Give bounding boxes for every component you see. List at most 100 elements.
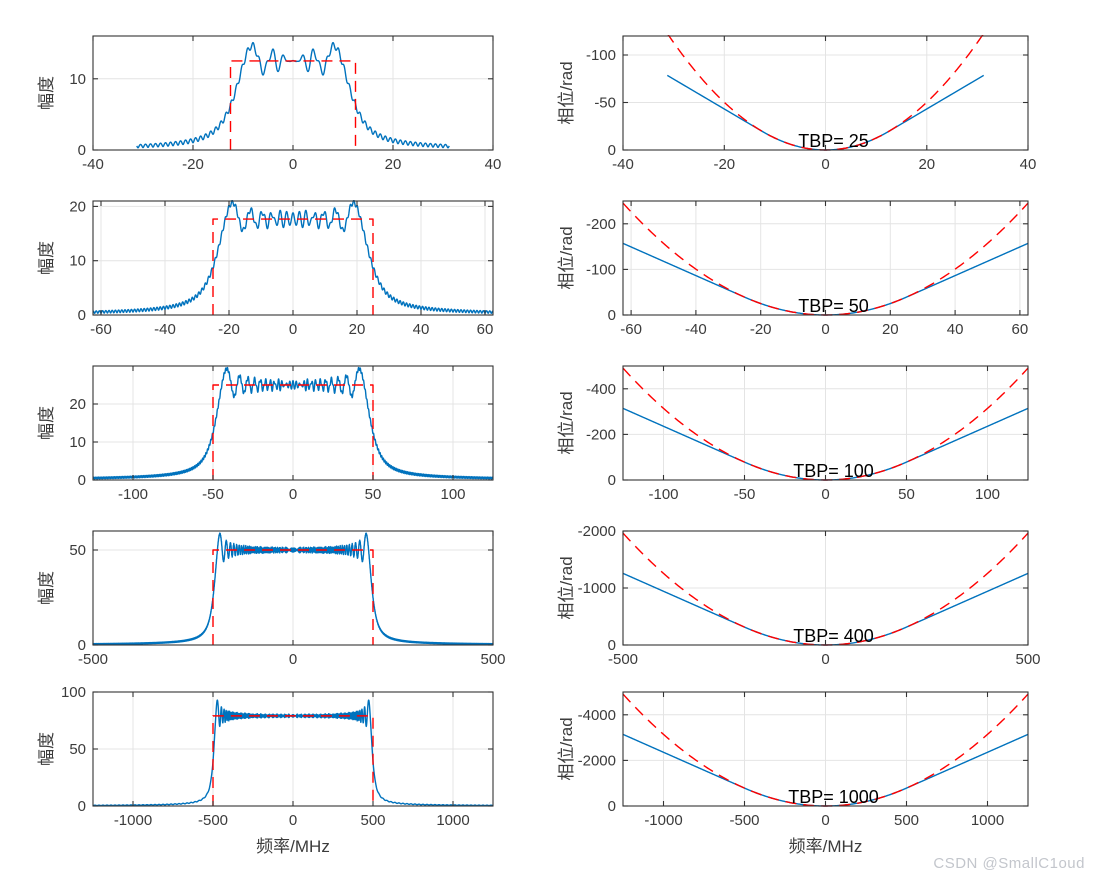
x-tick-label: -1000 — [644, 812, 682, 829]
x-tick-label: 100 — [975, 486, 1000, 503]
x-tick-label: -40 — [154, 321, 176, 338]
y-tick-label: -2000 — [578, 752, 616, 769]
x-tick-label: 0 — [821, 486, 829, 503]
x-tick-label: 500 — [360, 812, 385, 829]
tbp-annotation: TBP= 400 — [793, 626, 874, 646]
y-tick-label: 0 — [608, 142, 616, 159]
x-tick-label: 1000 — [436, 812, 469, 829]
y-tick-label: -200 — [586, 216, 616, 233]
x-tick-label: -60 — [620, 321, 642, 338]
x-tick-label: 40 — [413, 321, 430, 338]
subplot-phase-tbp-100: -100 -50 0 50 100 0 -200 -400 相位/rad TBP= 100 — [557, 365, 1029, 503]
x-tick-label: -60 — [90, 321, 112, 338]
x-tick-label: -50 — [202, 486, 224, 503]
x-tick-label: 0 — [289, 812, 297, 829]
y-axis-label: 相位/rad — [557, 717, 576, 780]
x-tick-label: 20 — [882, 321, 899, 338]
y-tick-label: 0 — [78, 142, 86, 159]
y-axis-label: 相位/rad — [557, 226, 576, 289]
y-axis-label: 幅度 — [37, 732, 56, 766]
y-tick-label: 10 — [69, 253, 86, 270]
x-tick-label: 500 — [894, 812, 919, 829]
x-tick-label: 500 — [1015, 651, 1040, 668]
y-tick-label: 10 — [69, 434, 86, 451]
y-tick-label: 0 — [78, 472, 86, 489]
y-tick-label: 50 — [69, 741, 86, 758]
subplot-magnitude-tbp-100: -100 -50 0 50 100 0 10 20 幅度 — [37, 365, 494, 503]
y-tick-label: 20 — [69, 396, 86, 413]
y-tick-label: 0 — [608, 307, 616, 324]
series-ideal-rect-spectrum — [229, 60, 357, 150]
y-tick-label: 20 — [69, 198, 86, 215]
y-tick-label: -100 — [586, 47, 616, 64]
x-tick-label: 60 — [477, 321, 494, 338]
x-tick-label: 20 — [385, 156, 402, 173]
y-tick-label: 100 — [61, 684, 86, 701]
y-tick-label: 0 — [78, 307, 86, 324]
tbp-annotation: TBP= 100 — [793, 461, 874, 481]
y-tick-label: 0 — [608, 637, 616, 654]
x-tick-label: -50 — [734, 486, 756, 503]
x-tick-label: -500 — [608, 651, 638, 668]
y-tick-label: -400 — [586, 381, 616, 398]
x-tick-label: 500 — [480, 651, 505, 668]
y-tick-label: -100 — [586, 261, 616, 278]
y-axis-label: 幅度 — [37, 571, 56, 605]
x-tick-label: 20 — [918, 156, 935, 173]
tbp-annotation: TBP= 50 — [798, 296, 869, 316]
x-tick-label: -500 — [729, 812, 759, 829]
tbp-annotation: TBP= 25 — [798, 131, 869, 151]
series-actual-lfm-spectrum — [92, 366, 494, 480]
y-tick-label: -4000 — [578, 707, 616, 724]
x-tick-label: 40 — [485, 156, 502, 173]
subplot-magnitude-tbp-50: -60 -40 -20 0 20 40 60 0 10 20 幅度 — [37, 198, 494, 338]
x-tick-label: 100 — [440, 486, 465, 503]
series-ideal-rect-spectrum — [212, 715, 374, 806]
tbp-annotation: TBP= 1000 — [788, 787, 879, 807]
x-tick-label: 0 — [821, 651, 829, 668]
x-tick-label: 1000 — [971, 812, 1004, 829]
x-tick-label: -40 — [685, 321, 707, 338]
subplot-magnitude-tbp-25: -40 -20 0 20 40 0 10 幅度 — [37, 35, 502, 173]
y-tick-label: 10 — [69, 71, 86, 88]
x-tick-label: 0 — [821, 156, 829, 173]
x-tick-label: 0 — [289, 486, 297, 503]
x-tick-label: -100 — [118, 486, 148, 503]
x-tick-label: 40 — [1020, 156, 1037, 173]
y-tick-label: 0 — [608, 472, 616, 489]
y-axis-label: 幅度 — [37, 241, 56, 275]
x-tick-label: 0 — [821, 321, 829, 338]
x-tick-label: 60 — [1012, 321, 1029, 338]
y-tick-label: 0 — [608, 798, 616, 815]
x-tick-label: 40 — [947, 321, 964, 338]
y-axis-label: 相位/rad — [557, 61, 576, 124]
x-tick-label: -40 — [612, 156, 634, 173]
y-axis-label: 相位/rad — [557, 391, 576, 454]
x-tick-label: 0 — [289, 156, 297, 173]
y-axis-label: 幅度 — [37, 406, 56, 440]
y-tick-label: -200 — [586, 426, 616, 443]
y-tick-label: -2000 — [578, 523, 616, 540]
x-tick-label: -20 — [218, 321, 240, 338]
x-tick-label: -500 — [198, 812, 228, 829]
x-tick-label: 50 — [898, 486, 915, 503]
subplot-phase-tbp-25: -40 -20 0 20 40 0 -50 -100 相位/rad TBP= 25 — [557, 35, 1037, 173]
x-tick-label: 20 — [349, 321, 366, 338]
x-tick-label: 0 — [289, 651, 297, 668]
x-tick-label: 0 — [289, 321, 297, 338]
x-tick-label: -1000 — [114, 812, 152, 829]
y-tick-label: 50 — [69, 542, 86, 559]
x-tick-label: -20 — [713, 156, 735, 173]
x-tick-label: -40 — [82, 156, 104, 173]
x-tick-label: -20 — [750, 321, 772, 338]
series-actual-lfm-spectrum — [92, 200, 494, 314]
x-axis-label: 频率/MHz — [789, 837, 863, 856]
y-axis-label: 相位/rad — [557, 556, 576, 619]
x-tick-label: 50 — [365, 486, 382, 503]
